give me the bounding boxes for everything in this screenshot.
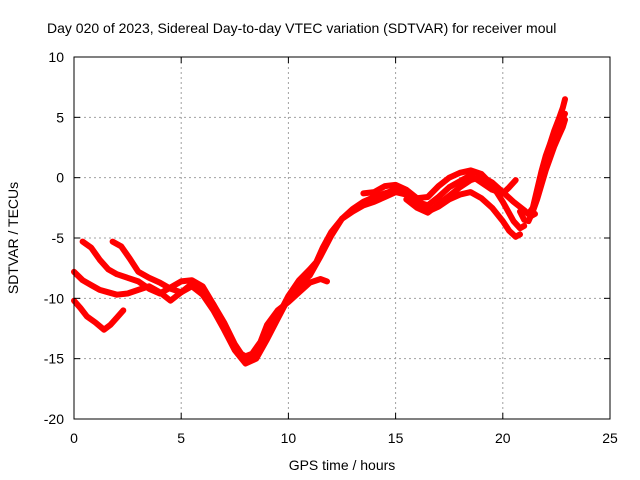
y-tick-label: -20 bbox=[44, 411, 64, 427]
y-tick-label: 10 bbox=[48, 49, 64, 65]
y-axis-label: SDTVAR / TECUs bbox=[5, 182, 21, 294]
x-tick-label: 5 bbox=[177, 430, 185, 446]
data-series bbox=[71, 96, 568, 367]
axis-ticks: 0 5 10 15 20 25 -20 -15 -10 -5 0 5 10 bbox=[44, 49, 618, 446]
y-tick-label: 0 bbox=[56, 170, 64, 186]
series-track-4 bbox=[109, 172, 519, 367]
x-tick-label: 15 bbox=[388, 430, 404, 446]
x-axis-label: GPS time / hours bbox=[289, 457, 396, 473]
series-track-6 bbox=[360, 167, 528, 232]
series-track-1 bbox=[71, 297, 127, 333]
x-tick-label: 25 bbox=[602, 430, 618, 446]
series-track-5 bbox=[403, 173, 538, 220]
chart-title: Day 020 of 2023, Sidereal Day-to-day VTE… bbox=[47, 20, 556, 36]
series-track-9 bbox=[517, 116, 568, 225]
y-tick-label: 5 bbox=[56, 109, 64, 125]
x-tick-label: 20 bbox=[495, 430, 511, 446]
y-tick-label: -10 bbox=[44, 290, 64, 306]
y-tick-label: -15 bbox=[44, 351, 64, 367]
grid bbox=[74, 57, 610, 419]
x-tick-label: 0 bbox=[70, 430, 78, 446]
x-tick-label: 10 bbox=[281, 430, 297, 446]
y-tick-label: -5 bbox=[52, 230, 65, 246]
